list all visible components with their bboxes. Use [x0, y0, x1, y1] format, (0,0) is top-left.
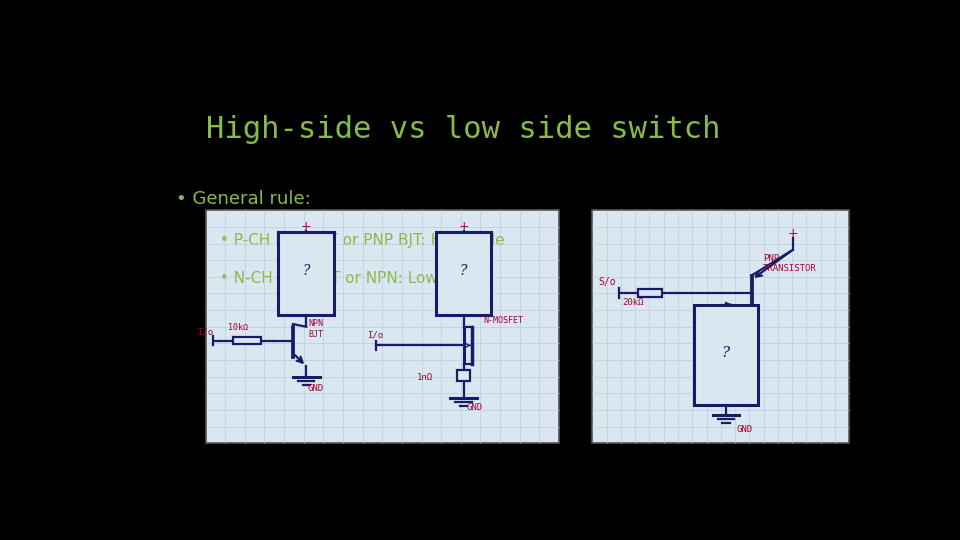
Text: GND: GND	[736, 424, 753, 434]
Text: N-MOSFET: N-MOSFET	[484, 315, 523, 325]
Text: • N-CH MOSFET or NPN: Low-Side: • N-CH MOSFET or NPN: Low-Side	[221, 271, 477, 286]
FancyBboxPatch shape	[278, 232, 334, 315]
FancyBboxPatch shape	[457, 370, 470, 381]
Text: High-side vs low side switch: High-side vs low side switch	[205, 114, 720, 144]
Text: 10kΩ: 10kΩ	[228, 323, 249, 332]
FancyBboxPatch shape	[205, 210, 559, 443]
Text: +: +	[301, 220, 312, 233]
Text: 1nΩ: 1nΩ	[417, 373, 433, 382]
FancyBboxPatch shape	[694, 305, 757, 404]
Text: ?: ?	[460, 264, 468, 278]
Text: PNP
TRANSISTOR: PNP TRANSISTOR	[763, 254, 817, 273]
Text: I/o: I/o	[197, 327, 213, 336]
FancyBboxPatch shape	[233, 337, 261, 345]
FancyBboxPatch shape	[638, 289, 662, 297]
FancyBboxPatch shape	[592, 210, 849, 443]
FancyBboxPatch shape	[436, 232, 492, 315]
Text: 20kΩ: 20kΩ	[622, 299, 644, 307]
Text: GND: GND	[307, 384, 324, 393]
Text: ?: ?	[722, 346, 730, 360]
Text: GND: GND	[467, 403, 483, 412]
Text: NPN
BJT: NPN BJT	[308, 319, 323, 339]
Text: S/o: S/o	[598, 276, 616, 287]
Text: ?: ?	[302, 264, 310, 278]
Text: I/o: I/o	[367, 330, 383, 339]
Text: • General rule:: • General rule:	[176, 190, 310, 207]
Text: +: +	[458, 220, 468, 233]
Text: +: +	[787, 227, 798, 240]
Text: • P-CH MOSFET or PNP BJT: High-Side: • P-CH MOSFET or PNP BJT: High-Side	[221, 233, 505, 248]
